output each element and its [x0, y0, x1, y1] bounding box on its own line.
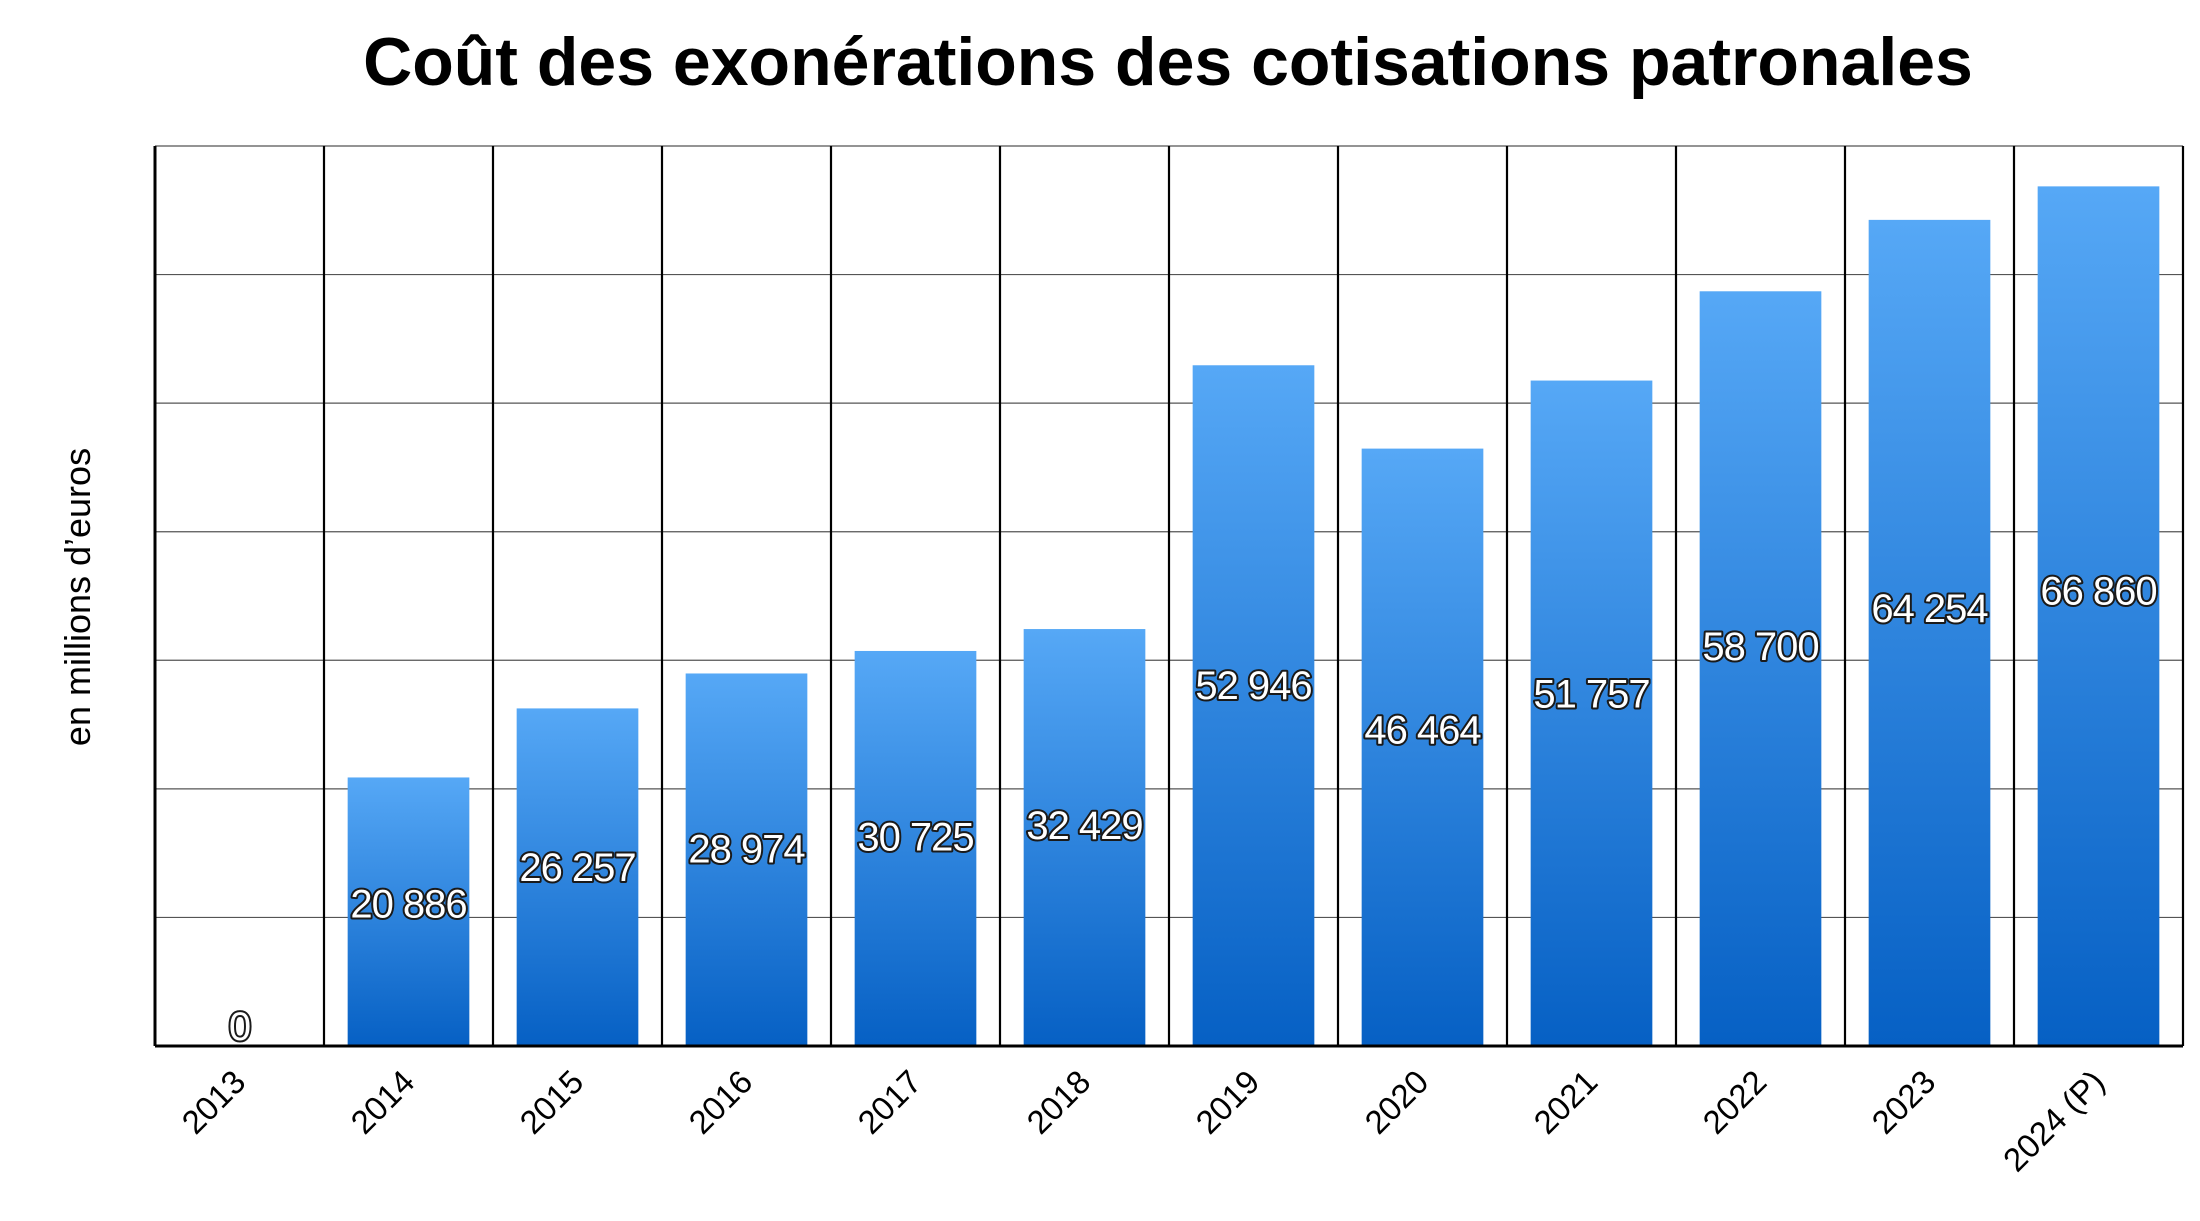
x-tick-label: 2024 (P) — [1996, 1063, 2112, 1179]
data-label: 58 700 — [1702, 625, 1818, 669]
bar-2014 — [347, 777, 470, 1046]
bar-2018 — [1023, 629, 1146, 1046]
data-label: 64 254 — [1871, 587, 1988, 631]
bar-2023 — [1868, 219, 1991, 1046]
data-label: 20 886 — [350, 883, 466, 927]
x-tick-label: 2016 — [681, 1063, 759, 1141]
data-label: 52 946 — [1195, 664, 1311, 708]
x-tick-label: 2017 — [850, 1063, 928, 1141]
bar-2022 — [1699, 291, 1822, 1046]
x-tick-label: 2020 — [1357, 1063, 1435, 1141]
bars — [347, 186, 2160, 1046]
x-tick-label: 2013 — [174, 1063, 252, 1141]
x-tick-label: 2021 — [1526, 1063, 1604, 1141]
data-label: 32 429 — [1026, 804, 1142, 848]
data-label: 30 725 — [857, 816, 973, 860]
bar-2020 — [1361, 448, 1484, 1046]
x-tick-labels: 2013 2014 2015 2016 2017 2018 2019 2020 2021 2022… — [174, 1063, 2111, 1179]
axes — [153, 146, 2185, 1048]
data-label: 26 257 — [519, 846, 635, 890]
data-label: 28 974 — [688, 828, 805, 872]
x-tick-label: 2019 — [1188, 1063, 1266, 1141]
bar-2024-P — [2037, 186, 2160, 1046]
data-label: 0 — [229, 1005, 250, 1049]
bar-2017 — [854, 650, 977, 1046]
bar-2015 — [516, 708, 639, 1046]
data-label: 51 757 — [1533, 672, 1649, 716]
data-label: 66 860 — [2040, 569, 2156, 613]
data-labels: 0 20 886 26 257 28 974 30 725 32 429 52 946 46 … — [227, 567, 2160, 1051]
y-axis-label: en millions d’euros — [57, 448, 98, 746]
bar-2016 — [685, 673, 808, 1046]
x-tick-label: 2015 — [512, 1063, 590, 1141]
bar-2021 — [1530, 380, 1653, 1046]
bar-2019 — [1192, 365, 1315, 1046]
x-tick-label: 2022 — [1695, 1063, 1773, 1141]
chart-title: Coût des exonérations des cotisations pa… — [363, 24, 1973, 100]
x-tick-label: 2014 — [343, 1063, 421, 1141]
data-label: 46 464 — [1364, 708, 1481, 752]
x-tick-label: 2023 — [1864, 1063, 1942, 1141]
x-tick-label: 2018 — [1019, 1063, 1097, 1141]
